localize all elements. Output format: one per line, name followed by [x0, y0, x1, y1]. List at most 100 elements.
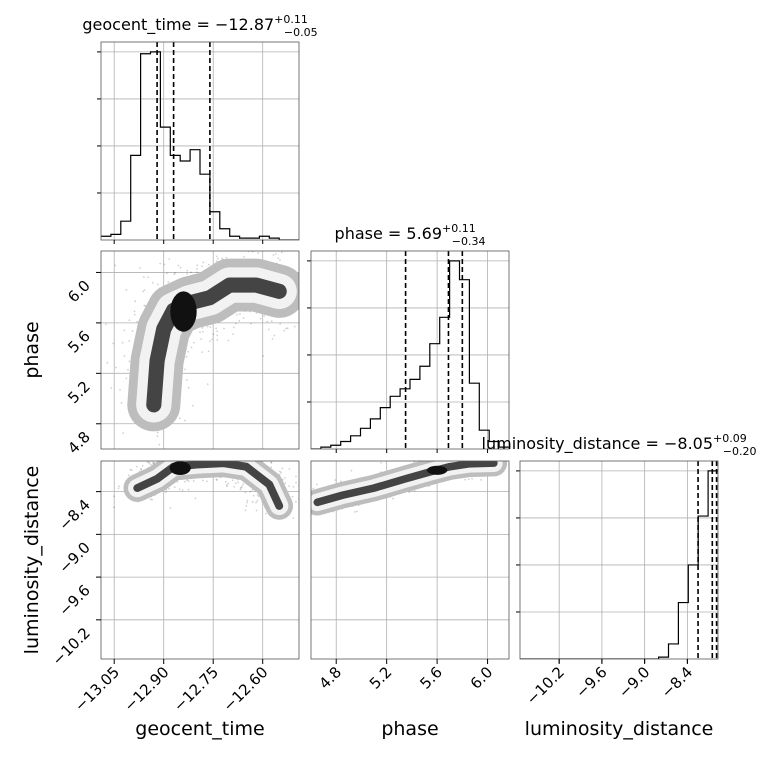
- sample-point: [246, 499, 249, 502]
- sample-point: [392, 497, 394, 500]
- sample-point: [133, 313, 136, 316]
- sample-point: [242, 317, 245, 319]
- sample-point: [454, 459, 456, 461]
- sample-point: [464, 478, 467, 481]
- x-tick-label: 5.6: [416, 663, 446, 693]
- sample-point: [216, 339, 219, 341]
- sample-point: [502, 457, 504, 459]
- sample-point: [168, 487, 170, 490]
- sample-point: [178, 417, 181, 420]
- sample-point: [481, 459, 483, 461]
- sample-point: [486, 455, 488, 457]
- sample-point: [180, 459, 182, 461]
- sample-point: [249, 459, 251, 461]
- sample-point: [224, 480, 227, 483]
- joint-content: [101, 248, 299, 449]
- sample-point: [193, 458, 195, 460]
- sample-point: [284, 476, 286, 479]
- x-axis-label-geocent_time: geocent_time: [135, 718, 264, 740]
- title-minus: −0.34: [452, 235, 486, 248]
- sample-point: [218, 456, 220, 458]
- sample-point: [173, 486, 176, 489]
- sample-point: [277, 257, 280, 260]
- sample-point: [147, 276, 150, 279]
- sample-point: [199, 457, 201, 459]
- sample-point: [465, 454, 467, 456]
- panel-frame: [100, 41, 300, 241]
- sample-point: [221, 249, 223, 251]
- sample-point: [450, 454, 452, 456]
- sample-point: [164, 491, 167, 494]
- x-tick-label: −10.2: [523, 663, 568, 708]
- sample-point: [512, 460, 514, 462]
- sample-point: [286, 327, 289, 330]
- panel-frame: [519, 460, 719, 660]
- sample-point: [312, 487, 315, 490]
- sample-point: [201, 330, 204, 333]
- sample-point: [266, 320, 269, 323]
- y-tick-label: −9.6: [55, 581, 93, 619]
- sample-point: [477, 457, 479, 459]
- sample-point: [151, 498, 153, 501]
- sample-point: [207, 456, 209, 458]
- sample-point: [168, 258, 171, 260]
- sample-point: [188, 456, 190, 458]
- sample-point: [461, 458, 463, 460]
- sample-point: [271, 338, 274, 340]
- sample-point: [467, 456, 469, 458]
- sample-point: [222, 452, 224, 454]
- sample-point: [251, 488, 254, 491]
- histogram-step: [311, 260, 509, 449]
- sample-point: [255, 501, 258, 504]
- histogram-step: [520, 470, 718, 659]
- y-tick-label: −8.4: [55, 496, 93, 534]
- sample-point: [256, 499, 259, 502]
- sample-point: [485, 458, 487, 460]
- sample-point: [179, 456, 181, 458]
- sample-point: [253, 453, 255, 455]
- sample-point: [490, 457, 492, 459]
- sample-point: [222, 458, 224, 460]
- sample-point: [219, 455, 221, 457]
- sample-point: [106, 361, 109, 364]
- sample-point: [215, 327, 218, 330]
- sample-point: [183, 419, 186, 422]
- title-minus: −0.05: [284, 26, 318, 39]
- sample-point: [184, 480, 186, 483]
- sample-point: [131, 330, 134, 333]
- sample-point: [270, 248, 272, 250]
- sample-point: [127, 474, 130, 477]
- sample-point: [245, 505, 248, 507]
- sample-point: [215, 255, 218, 258]
- sample-point: [300, 508, 302, 510]
- sample-point: [143, 289, 146, 292]
- sample-point: [118, 485, 120, 488]
- sample-point: [231, 479, 234, 482]
- sample-point: [196, 458, 198, 460]
- sample-point: [244, 457, 246, 459]
- sample-point: [227, 458, 229, 460]
- sample-point: [190, 271, 193, 274]
- sample-point: [270, 461, 273, 464]
- joint-panel-phase-luminosity_distance: [300, 454, 514, 660]
- sample-point: [452, 459, 454, 461]
- sample-point: [201, 351, 204, 354]
- sample-point: [471, 477, 474, 480]
- density-peak: [170, 291, 197, 332]
- sample-point: [444, 457, 446, 459]
- sample-point: [232, 333, 234, 336]
- sample-point: [239, 452, 241, 454]
- sample-point: [463, 459, 465, 461]
- sample-point: [421, 456, 423, 458]
- sample-point: [199, 453, 201, 455]
- sample-point: [163, 456, 165, 458]
- x-tick-label: 4.8: [315, 663, 345, 693]
- sample-point: [186, 479, 189, 481]
- sample-point: [223, 327, 225, 330]
- sample-point: [482, 457, 484, 459]
- panel-background: [311, 251, 509, 449]
- title-text: luminosity_distance = −8.05: [482, 434, 713, 454]
- sample-point: [206, 325, 209, 328]
- sample-point: [134, 300, 137, 303]
- sample-point: [129, 468, 132, 471]
